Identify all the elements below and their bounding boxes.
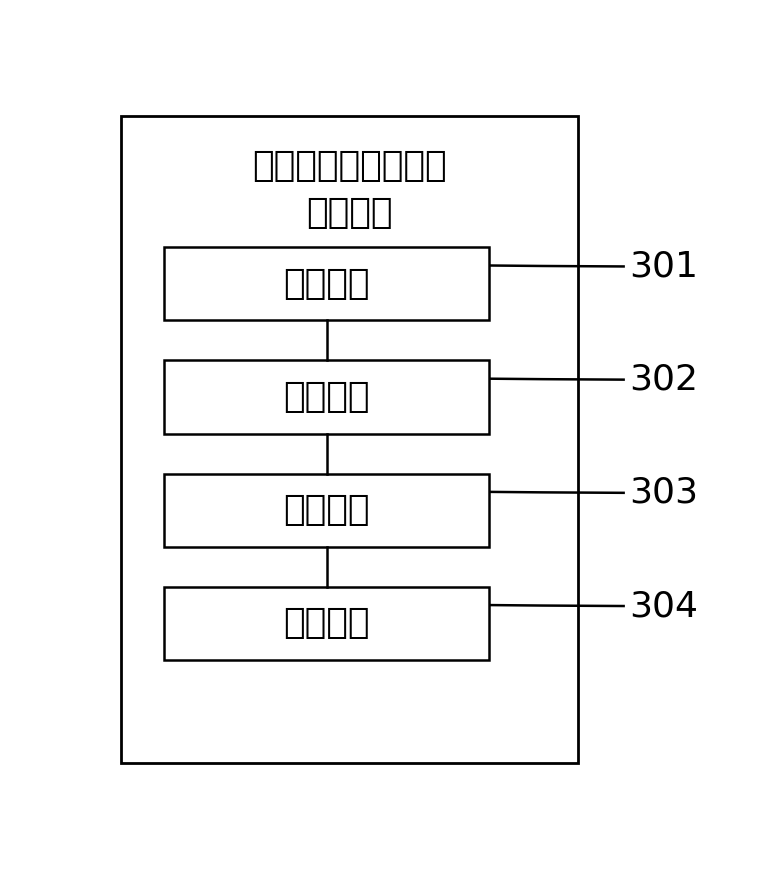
Bar [164, 361, 489, 434]
Text: 确定模块: 确定模块 [283, 607, 370, 641]
Text: 302: 302 [629, 362, 698, 396]
Text: 获取模块: 获取模块 [283, 267, 370, 301]
Text: 配电网供电可靠性的: 配电网供电可靠性的 [252, 149, 447, 183]
Text: 301: 301 [629, 250, 698, 284]
Text: 分类模块: 分类模块 [283, 380, 370, 414]
Bar [121, 116, 579, 763]
Bar [164, 247, 489, 320]
Bar [164, 587, 489, 660]
Bar [164, 473, 489, 546]
Text: 304: 304 [629, 589, 698, 623]
Text: 303: 303 [629, 476, 698, 510]
Text: 评估装置: 评估装置 [306, 196, 393, 230]
Text: 计算模块: 计算模块 [283, 493, 370, 527]
